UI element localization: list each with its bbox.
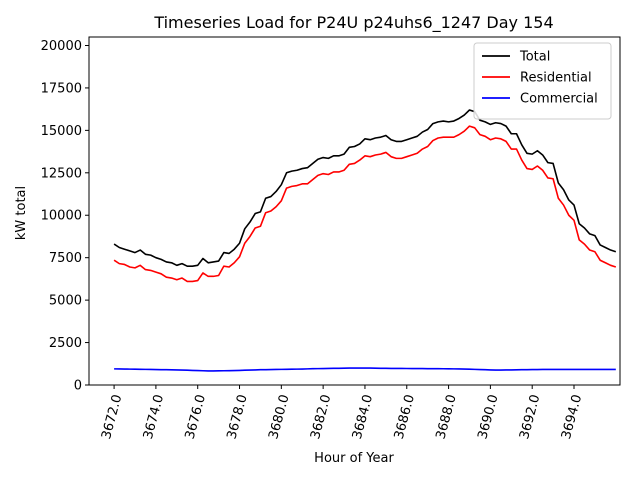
x-axis-label: Hour of Year	[314, 451, 394, 466]
series-group	[113, 109, 617, 372]
y-tick-label: 5000	[49, 294, 82, 309]
y-axis: 0 2500 5000 7500 10000 12500 15000 17500 20000	[41, 39, 89, 394]
y-tick-label: 17500	[41, 81, 82, 96]
chart-title: Timeseries Load for P24U p24uhs6_1247 Da…	[153, 13, 553, 33]
y-tick-label: 7500	[49, 251, 82, 266]
legend-label-total: Total	[519, 50, 550, 65]
legend-box	[473, 42, 612, 120]
legend: Total Residential Commercial	[473, 42, 612, 120]
y-tick-label: 10000	[41, 209, 82, 224]
legend-label-residential: Residential	[520, 71, 592, 86]
y-tick-label: 15000	[41, 124, 82, 139]
legend-label-commercial: Commercial	[520, 92, 598, 107]
plot-frame	[88, 36, 621, 386]
y-tick-label: 20000	[41, 39, 82, 54]
series-line-commercial	[114, 367, 616, 372]
y-axis-label: kW total	[14, 186, 29, 240]
y-tick-label: 2500	[49, 336, 82, 351]
series-line-residential	[113, 125, 617, 283]
y-tick-label: 0	[74, 379, 82, 394]
series-line-total	[113, 109, 617, 267]
y-tick-label: 12500	[41, 166, 82, 181]
